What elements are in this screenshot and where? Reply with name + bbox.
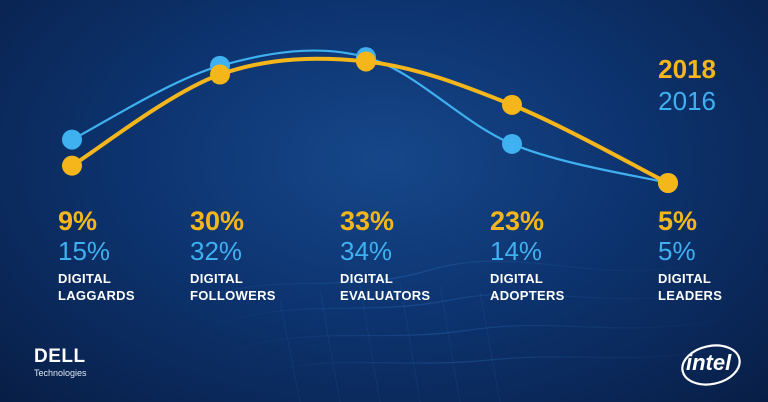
category-block-3: 23% 14% DIGITAL ADOPTERS [490, 206, 610, 304]
category-label-line: FOLLOWERS [190, 288, 276, 303]
point-2018-1 [210, 64, 230, 85]
point-2016-0 [62, 129, 82, 150]
category-label-line: DIGITAL [190, 271, 244, 286]
data-label-2016-2: 34% [340, 236, 393, 266]
point-2018-3 [502, 94, 522, 115]
point-2018-0 [62, 155, 82, 176]
point-2018-2 [356, 51, 376, 72]
data-label-2018-2: 33% [340, 206, 395, 236]
data-label-2016-1: 32% [190, 236, 243, 266]
category-label-line: ADOPTERS [490, 288, 565, 303]
data-label-2016-4: 5% [658, 236, 696, 266]
legend-2016: 2016 [658, 86, 716, 116]
intel-logo: intel [680, 342, 742, 388]
category-label-1: DIGITAL FOLLOWERS [190, 270, 310, 304]
data-label-2016-0: 15% [58, 236, 111, 266]
category-label-line: DIGITAL [58, 271, 112, 286]
category-label-line: DIGITAL [490, 271, 544, 286]
point-2018-4 [658, 173, 678, 193]
dell-technologies-logo: DELL Technologies [34, 346, 87, 379]
category-label-4: DIGITAL LEADERS [658, 270, 768, 304]
category-label-0: DIGITAL LAGGARDS [58, 270, 178, 304]
category-block-4: 5% 5% DIGITAL LEADERS [658, 206, 768, 304]
category-label-line: LEADERS [658, 288, 723, 303]
category-label-3: DIGITAL ADOPTERS [490, 270, 610, 304]
category-block-1: 30% 32% DIGITAL FOLLOWERS [190, 206, 310, 304]
dell-logo-sub: Technologies [34, 368, 87, 378]
dell-logo-word: DELL [34, 346, 86, 367]
data-label-2018-0: 9% [58, 206, 98, 236]
category-label-2: DIGITAL EVALUATORS [340, 270, 460, 304]
intel-logo-word: intel [686, 350, 732, 375]
category-label-line: DIGITAL [340, 271, 394, 286]
category-block-2: 33% 34% DIGITAL EVALUATORS [340, 206, 460, 304]
category-label-line: LAGGARDS [58, 288, 135, 303]
category-label-line: EVALUATORS [340, 288, 431, 303]
data-label-2018-1: 30% [190, 206, 245, 236]
legend-2018: 2018 [658, 54, 716, 84]
point-2016-3 [502, 133, 522, 154]
data-label-2018-3: 23% [490, 206, 545, 236]
data-label-2016-3: 14% [490, 236, 543, 266]
category-block-0: 9% 15% DIGITAL LAGGARDS [58, 206, 178, 304]
category-label-line: DIGITAL [658, 271, 712, 286]
data-label-2018-4: 5% [658, 206, 698, 236]
background-wave-decoration [149, 249, 768, 402]
intel-swirl-icon [681, 344, 741, 386]
